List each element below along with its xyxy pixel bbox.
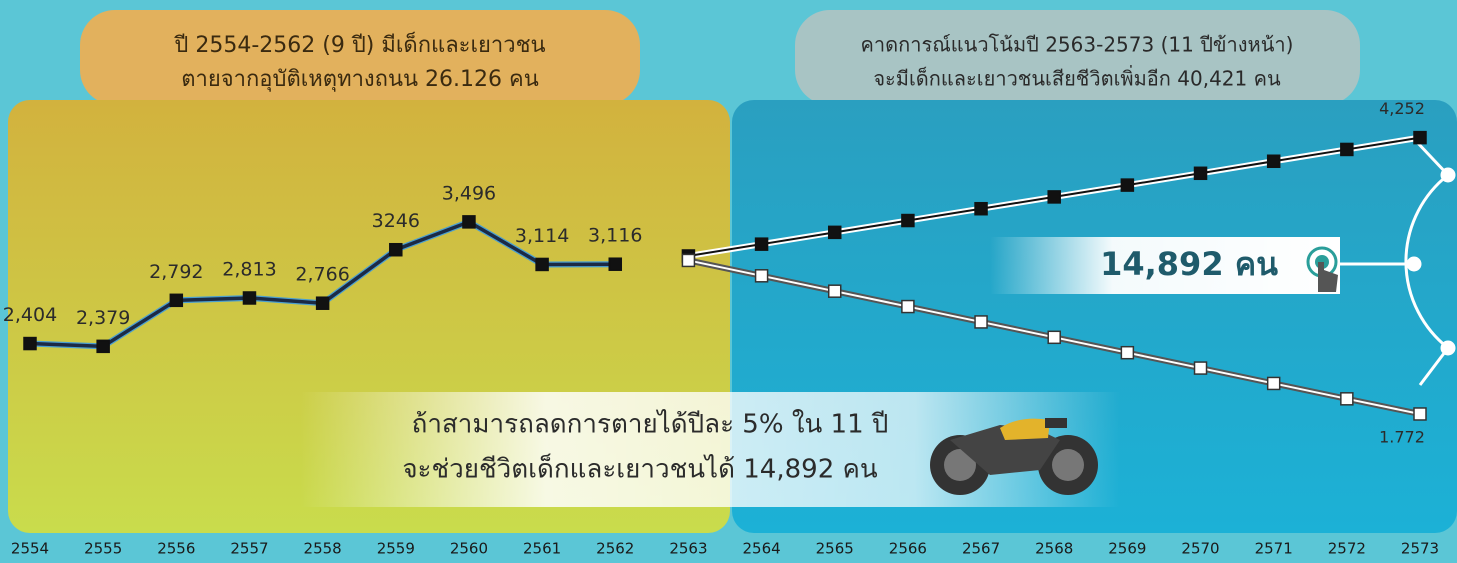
point-marker <box>390 244 402 256</box>
x-tick-label: 2560 <box>450 540 488 558</box>
x-tick-label: 2567 <box>962 540 1000 558</box>
point-marker <box>609 258 621 270</box>
data-label: 2,792 <box>149 261 203 283</box>
point-marker <box>536 258 548 270</box>
data-label: 2,766 <box>295 264 349 286</box>
x-tick-label: 2571 <box>1255 540 1293 558</box>
infographic: ปี 2554-2562 (9 ปี) มีเด็กและเยาวชน ตายจ… <box>0 0 1457 563</box>
x-tick-label: 2557 <box>230 540 268 558</box>
x-tick-label: 2558 <box>304 540 342 558</box>
point-marker <box>1195 167 1207 179</box>
point-marker <box>1414 408 1426 420</box>
point-marker <box>902 215 914 227</box>
x-tick-label: 2570 <box>1181 540 1219 558</box>
x-tick-label: 2566 <box>889 540 927 558</box>
data-label: 3,496 <box>442 182 496 204</box>
x-tick-label: 2573 <box>1401 540 1439 558</box>
data-label: 2,404 <box>3 304 57 326</box>
data-label: 2,379 <box>76 307 130 329</box>
banner-right <box>795 10 1360 105</box>
x-tick-label: 2569 <box>1108 540 1146 558</box>
point-marker <box>975 316 987 328</box>
data-label: 3246 <box>372 210 420 232</box>
point-marker <box>756 270 768 282</box>
banner-text: จะมีเด็กและเยาวชนเสียชีวิตเพิ่มอีก 40,42… <box>873 65 1281 91</box>
x-tick-label: 2555 <box>84 540 122 558</box>
point-marker <box>756 238 768 250</box>
data-label: 4,252 <box>1379 99 1425 118</box>
note-text: จะช่วยชีวิตเด็กและเยาวชนได้ 14,892 คน <box>402 453 878 485</box>
point-marker <box>829 285 841 297</box>
banner-text: ตายจากอุบัติเหตุทางถนน 26.126 คน <box>181 67 539 92</box>
x-tick-label: 2565 <box>816 540 854 558</box>
point-marker <box>1268 377 1280 389</box>
point-marker <box>975 203 987 215</box>
x-tick-label: 2564 <box>742 540 780 558</box>
point-marker <box>829 226 841 238</box>
point-marker <box>317 297 329 309</box>
x-tick-label: 2568 <box>1035 540 1073 558</box>
point-marker <box>170 294 182 306</box>
point-marker <box>682 254 694 266</box>
x-tick-label: 2556 <box>157 540 195 558</box>
x-tick-label: 2562 <box>596 540 634 558</box>
point-marker <box>1195 362 1207 374</box>
point-marker <box>1048 191 1060 203</box>
x-tick-label: 2561 <box>523 540 561 558</box>
point-marker <box>1268 155 1280 167</box>
data-label: 3,116 <box>588 225 642 247</box>
data-label: 2,813 <box>222 258 276 280</box>
point-marker <box>1121 179 1133 191</box>
point-marker <box>1341 143 1353 155</box>
x-tick-label: 2554 <box>11 540 49 558</box>
data-label: 3,114 <box>515 225 569 247</box>
point-marker <box>1048 331 1060 343</box>
banner-text: ปี 2554-2562 (9 ปี) มีเด็กและเยาวชน <box>173 30 545 58</box>
point-marker <box>1414 132 1426 144</box>
x-tick-label: 2572 <box>1328 540 1366 558</box>
point-marker <box>463 216 475 228</box>
point-marker <box>1121 347 1133 359</box>
banner-text: คาดการณ์แนวโน้มปี 2563-2573 (11 ปีข้างหน… <box>861 33 1294 57</box>
point-marker <box>243 292 255 304</box>
x-tick-label: 2563 <box>669 540 707 558</box>
x-tick-label: 2559 <box>377 540 415 558</box>
callout-text: 14,892 คน <box>1100 245 1278 283</box>
note-text: ถ้าสามารถลดการตายได้ปีละ 5% ใน 11 ปี <box>412 409 889 440</box>
point-marker <box>24 338 36 350</box>
point-marker <box>1341 393 1353 405</box>
point-marker <box>97 340 109 352</box>
point-marker <box>902 301 914 313</box>
data-label: 1.772 <box>1379 427 1425 446</box>
